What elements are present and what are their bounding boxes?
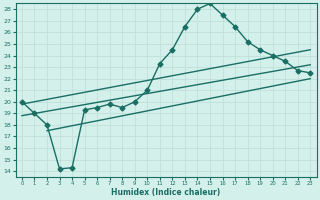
X-axis label: Humidex (Indice chaleur): Humidex (Indice chaleur) (111, 188, 221, 197)
